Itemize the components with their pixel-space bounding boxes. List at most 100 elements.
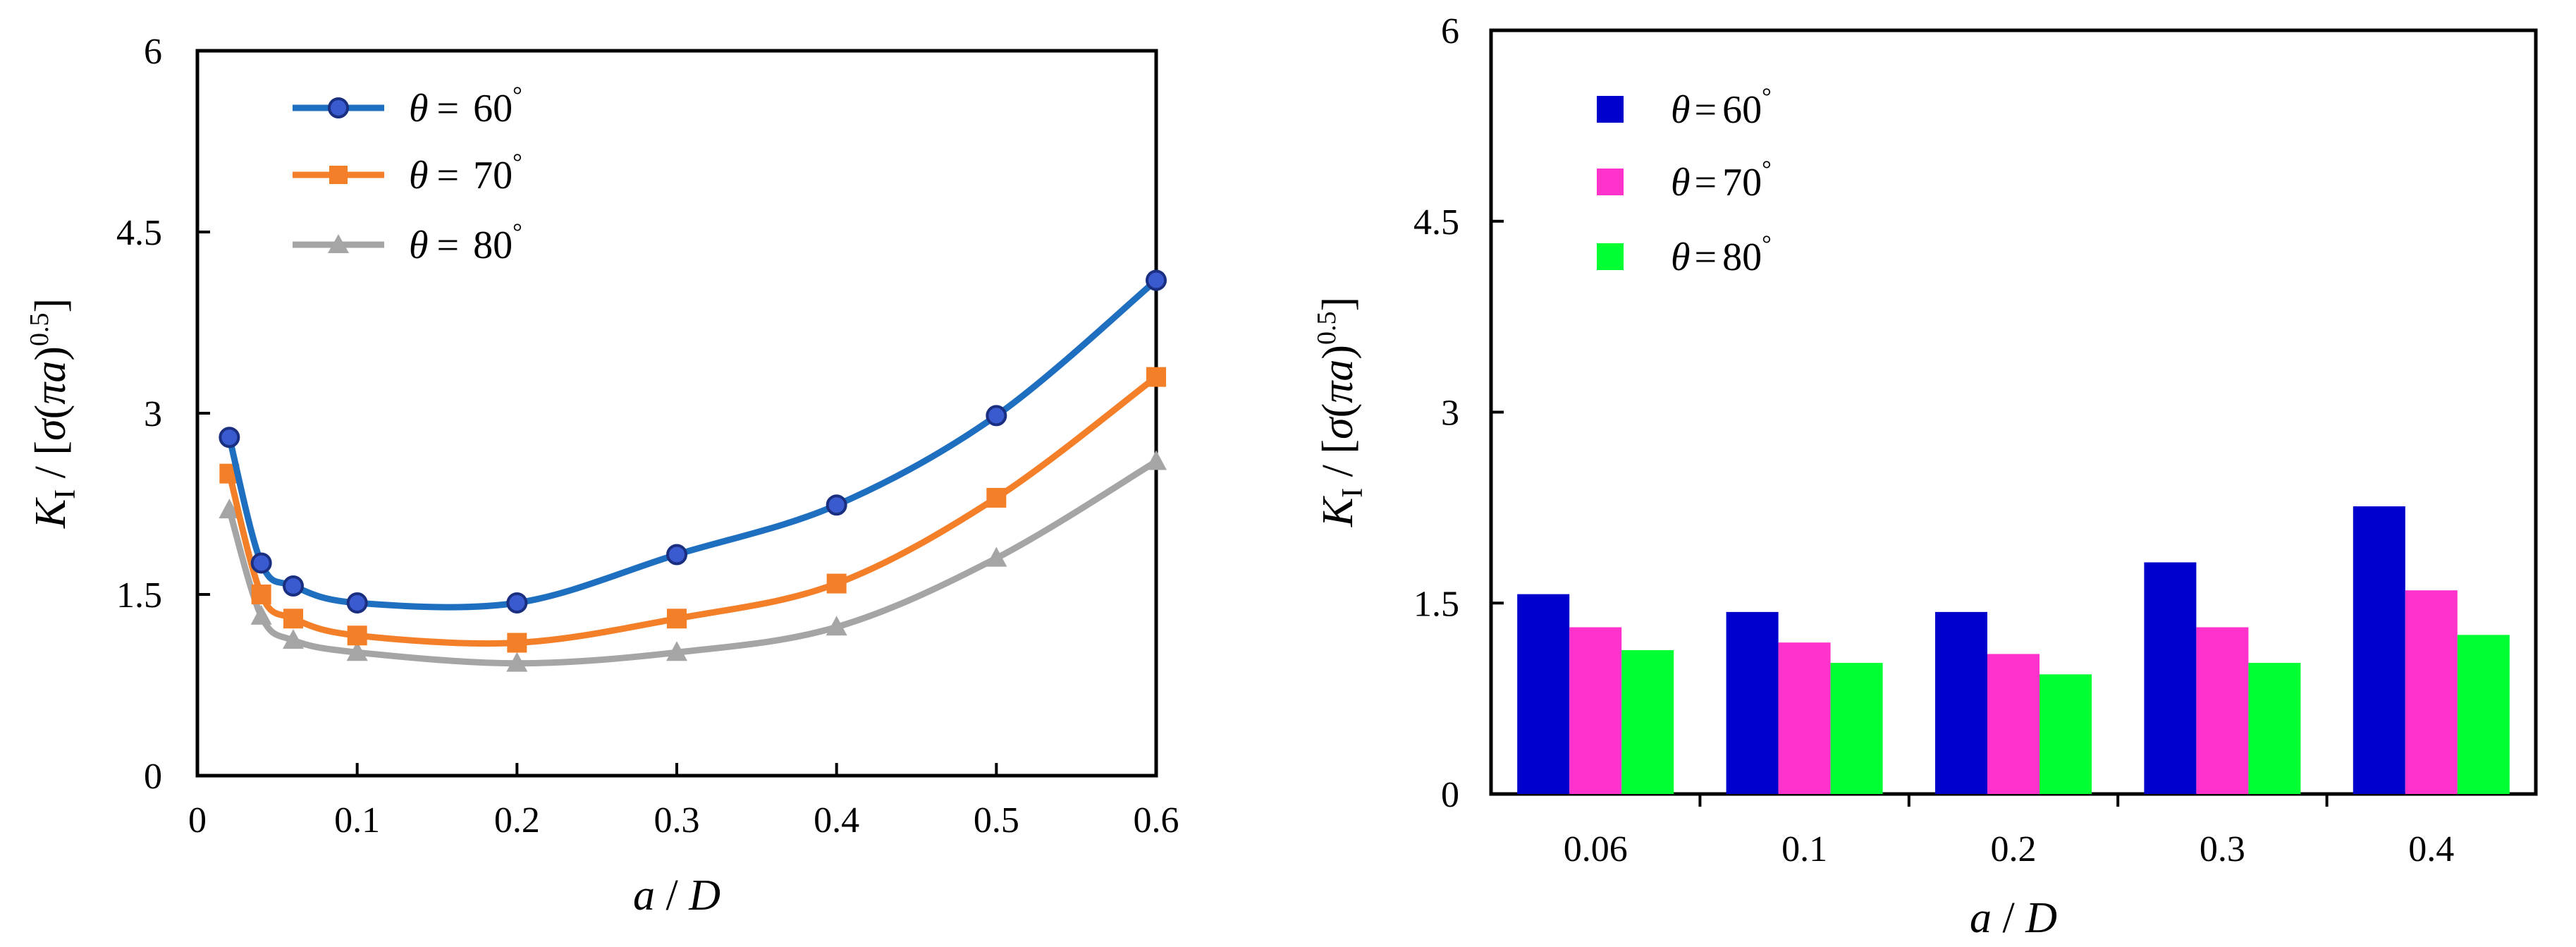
bar [2405,590,2458,794]
line-chart-x-ticks: 0 0.1 0.2 0.3 0.4 0.5 0.6 [188,763,1179,841]
bar-chart-y-axis-label: KI / [σ(πa)0.5] [1312,297,1369,527]
x-category-label: 0.3 [2200,829,2245,869]
bar-legend-label-80: θ = 80° [1671,231,1772,279]
bar [2144,562,2197,794]
bar-chart: 01.534.56 0.06 0.1 0.2 0.3 0.4 θ = 60° θ = 70° θ… [1312,11,2538,942]
legend-circle-marker-60 [328,97,349,118]
line-chart: 01.534.56 0 0.1 0.2 0.3 0.4 0.5 0.6 θ = 60° θ = 70… [25,32,1179,919]
series-line [226,458,1158,667]
data-point-triangle [986,546,1007,567]
series-triangle [219,450,1167,672]
bar [2040,674,2092,794]
bar [1987,654,2040,794]
bar [1569,627,1622,794]
data-point-triangle [250,604,272,625]
bar-legend-label-60: θ = 60° [1671,84,1772,132]
y-label-a: a [1314,360,1362,381]
y-tick-label: 0 [144,757,162,797]
x-category-label: 0.4 [2408,829,2454,869]
series-line [226,374,1158,647]
data-point-triangle [666,641,687,661]
line-chart-x-axis-label: a / D [633,872,720,919]
y-label-a: a [27,361,75,383]
y-label-K: K [27,496,75,529]
data-point-triangle [826,616,847,636]
line-chart-legend: θ = 60° θ = 70° θ = 80° [293,83,522,267]
bar [2353,506,2405,794]
legend-square-marker-70 [329,166,348,184]
data-point-circle [506,592,528,613]
x-label-D: D [2025,894,2057,942]
x-label-D: D [688,872,720,919]
x-tick-label: 0 [188,800,207,841]
data-point-square [347,625,367,646]
y-label-sigma: σ [1314,416,1362,439]
x-label-a: a [1970,894,1992,942]
legend-value-80: 80 [473,224,513,267]
data-point-circle [250,552,272,574]
data-point-triangle [219,499,240,519]
legend-degree: ° [513,83,522,109]
bar [1726,611,1779,794]
bar-legend-value-70: 70 [1722,161,1762,204]
x-label-slash: / [1992,894,2025,942]
legend-triangle-marker-80 [328,234,349,253]
data-point-circle [283,575,304,597]
legend-equals: = [437,154,460,197]
bar-legend-swatch-70 [1597,169,1624,195]
data-point-circle [986,405,1007,427]
bar [1830,663,1883,794]
y-label-sigma: σ [27,417,75,441]
legend-equals: = [1695,88,1717,132]
y-tick-label: 0 [1441,775,1459,815]
legend-equals: = [1695,236,1717,279]
y-tick-label: 3 [1441,393,1459,434]
x-category-label: 0.2 [1991,829,2037,869]
legend-entry-theta-60: θ = 60° [293,83,522,130]
legend-degree: ° [1762,157,1772,183]
x-label-slash: / [655,872,689,919]
y-label-bracket-close: ] [27,298,75,313]
bar [1517,594,1570,794]
y-label-exponent: 0.5 [25,312,54,346]
y-label-exponent: 0.5 [1312,311,1342,345]
y-tick-label: 6 [1441,11,1459,51]
y-tick-label: 1.5 [116,575,162,616]
x-category-label: 0.06 [1564,829,1628,869]
legend-degree: ° [513,149,522,176]
y-label-pi: π [1314,380,1362,403]
bar-legend-swatch-80 [1597,243,1624,270]
bar-legend-value-60: 60 [1722,88,1762,132]
data-point-circle [826,494,847,516]
legend-degree: ° [1762,231,1772,257]
bar-legend-entry-theta-60: θ = 60° [1597,84,1772,132]
data-point-circle [346,592,368,613]
x-tick-label: 0.4 [814,800,859,841]
legend-entry-theta-80: θ = 80° [293,219,522,267]
bar [1935,611,1987,794]
bar-chart-legend: θ = 60° θ = 70° θ = 80° [1597,84,1772,279]
legend-theta: θ [1671,161,1691,204]
data-point-triangle [506,652,528,672]
y-tick-label: 6 [144,32,162,72]
legend-theta: θ [409,154,429,197]
legend-equals: = [437,87,460,130]
legend-equals: = [1695,161,1717,204]
y-label-slash: / [ [27,441,75,489]
y-label-K: K [1314,495,1362,527]
y-tick-label: 4.5 [1413,202,1459,243]
x-tick-label: 0.5 [974,800,1019,841]
y-label-subscript: I [49,489,82,499]
y-label-bracket-close: ] [1314,297,1362,312]
bar [2457,635,2510,794]
bar-chart-x-ticks: 0.06 0.1 0.2 0.3 0.4 [1564,794,2454,869]
bar-legend-value-80: 80 [1722,236,1762,279]
bar-legend-swatch-60 [1597,96,1624,123]
bar-chart-y-ticks: 0 1.5 3 4.5 6 [1413,11,1504,815]
legend-degree: ° [513,219,522,245]
y-label-paren-open: ( [27,405,75,420]
line-chart-y-ticks: 0 1.5 3 4.5 6 [116,32,210,797]
bar [1778,642,1831,794]
bar-chart-x-axis-label: a / D [1970,894,2057,942]
